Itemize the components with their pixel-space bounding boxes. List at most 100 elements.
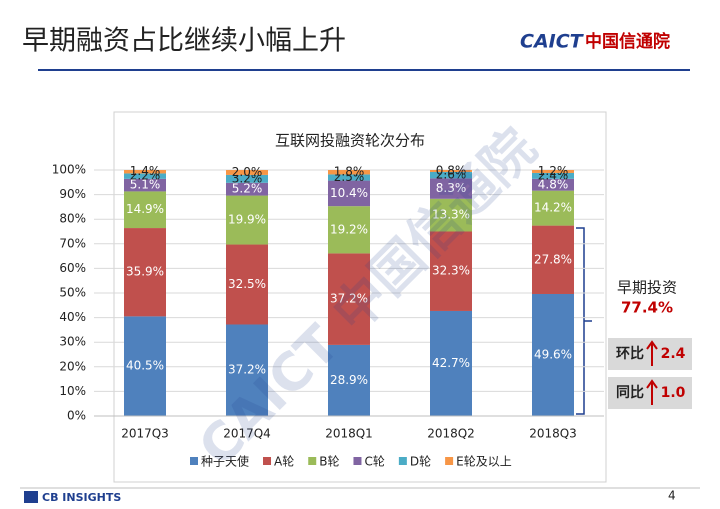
data-label: 13.3% [432,208,470,222]
legend-label: E轮及以上 [456,455,512,469]
bar-segment [226,182,268,196]
data-label: 40.5% [126,359,164,373]
bar-segment [124,170,166,174]
x-tick-label: 2018Q3 [529,427,577,441]
x-tick-label: 2018Q1 [325,427,373,441]
legend-swatch [353,457,362,465]
data-label: 28.9% [330,373,368,387]
bar-segment [532,293,574,416]
bar-segment [328,174,370,181]
data-label: 19.9% [228,213,266,227]
qoq-value: 2.4 [661,346,686,362]
logo-en: CAICT [520,31,585,53]
early-value: 77.4% [621,299,673,317]
logo-cn: 中国信通院 [585,31,670,52]
data-label: 27.8% [534,252,572,266]
legend-label: C轮 [364,455,384,469]
yoy-value: 1.0 [661,385,686,401]
data-label: 10.4% [330,186,368,200]
data-label: 19.2% [330,222,368,236]
y-tick-label: 30% [59,335,86,349]
data-label: 49.6% [534,347,572,361]
data-label: 4.8% [538,177,569,191]
legend-swatch [308,457,317,465]
up-arrow [646,340,658,366]
bar-segment [532,190,574,226]
up-arrow [646,379,658,405]
bar-segment [430,231,472,311]
x-tick-label: 2017Q4 [223,427,271,441]
y-tick-label: 80% [59,212,86,226]
bar-segment [430,198,472,232]
data-label: 14.2% [534,201,572,215]
footer-mark [24,491,38,503]
data-label: 5.1% [130,178,161,192]
legend-swatch [398,457,407,465]
plot: 0% 10% 20% 30% 40% 50% 60% 70% 80% 90% 100% 2017Q3 4… [52,163,604,469]
bar-segment [124,228,166,317]
bar-segment [430,171,472,179]
bar-segment [124,316,166,416]
y-tick-label: 0% [67,409,86,423]
bar-segment [328,206,370,254]
bar-segment [328,344,370,416]
bar-segment [124,191,166,229]
bar-segment [328,180,370,207]
qoq-label: 环比 [616,345,644,362]
data-label: 37.2% [228,363,266,377]
slide-title: 早期融资占比继续小幅上升 [22,26,346,57]
bracket [576,227,592,415]
bar-segment [226,170,268,175]
legend-swatch [445,457,454,465]
x-tick-label: 2018Q2 [427,427,475,441]
bar-segment [124,173,166,179]
data-label: 14.9% [126,202,164,216]
y-tick-label: 10% [59,384,86,398]
data-label: 8.3% [436,181,467,195]
bar-segment [532,172,574,179]
bar-segment [226,324,268,416]
data-label: 5.2% [232,182,263,196]
data-label: 2.0% [232,165,263,179]
bar-segment [226,244,268,325]
data-label: 35.9% [126,265,164,279]
y-tick-label: 50% [59,286,86,300]
bar-segment [430,310,472,416]
data-label: 0.8% [436,163,467,177]
yoy-label: 同比 [616,384,644,401]
y-tick-label: 90% [59,187,86,201]
early-label: 早期投资 [617,279,677,297]
bar-segment [430,178,472,199]
bar-segment [328,253,370,345]
legend-swatch [263,457,272,465]
bar-segment [532,225,574,294]
y-tick-label: 70% [59,236,86,250]
data-label: 1.8% [334,165,365,179]
y-tick-label: 60% [59,261,86,275]
bar-segment [532,178,574,191]
data-label: 1.4% [130,164,161,178]
page-number: 4 [668,489,676,503]
bar-segment [430,170,472,172]
data-label: 1.2% [538,164,569,178]
y-tick-label: 20% [59,359,86,373]
data-label: 32.3% [432,264,470,278]
data-label: 37.2% [330,292,368,306]
footer-logo: CB INSIGHTS [42,491,121,504]
chart-title: 互联网投融资轮次分布 [275,132,425,150]
legend-label: B轮 [319,455,339,469]
bar-segment [124,178,166,192]
x-tick-label: 2017Q3 [121,427,169,441]
data-label: 32.5% [228,277,266,291]
y-tick-label: 100% [52,163,86,177]
bar-segment [226,174,268,183]
legend-label: 种子天使 [201,454,249,469]
y-tick-label: 40% [59,310,86,324]
legend-label: A轮 [274,455,294,469]
bar-segment [226,195,268,245]
bar-segment [532,170,574,173]
bar-segment [328,170,370,175]
legend-label: D轮 [410,455,431,469]
data-label: 42.7% [432,356,470,370]
